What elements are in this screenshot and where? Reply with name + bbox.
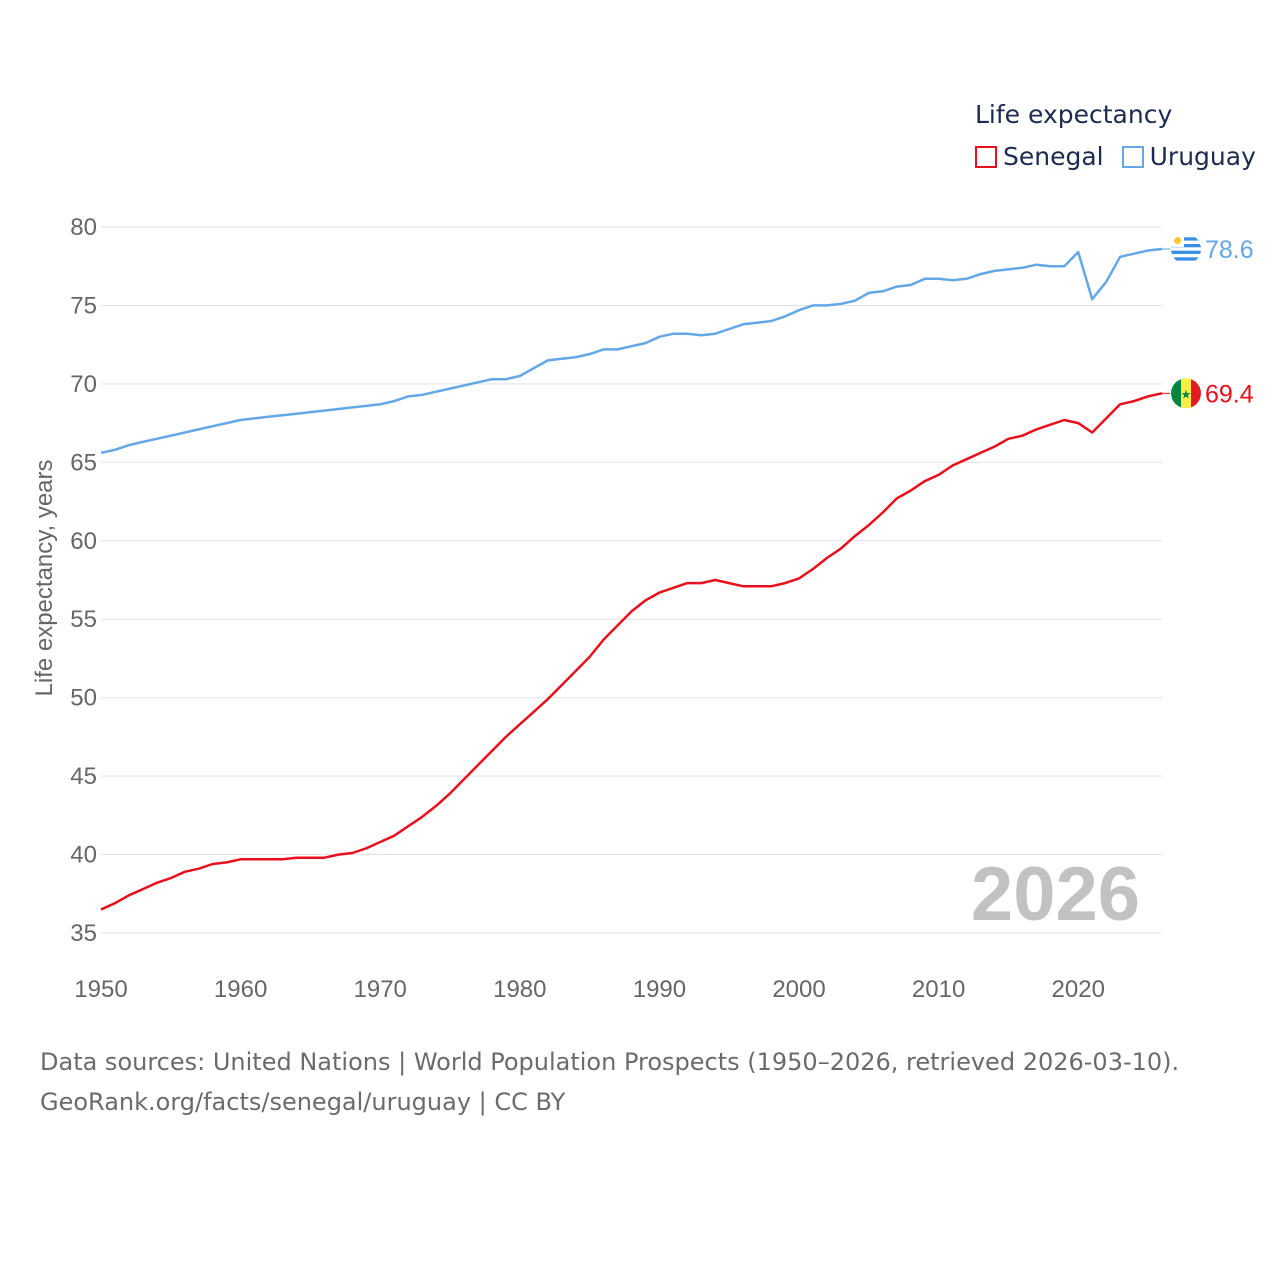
x-tick-label-2010: 2010 (912, 976, 965, 1003)
source-line-2[interactable]: GeoRank.org/facts/senegal/uruguay | CC B… (40, 1088, 566, 1116)
uruguay-flag-icon (1171, 233, 1201, 264)
x-tick-label-1960: 1960 (214, 976, 267, 1003)
legend-item-senegal[interactable]: Senegal (975, 142, 1104, 171)
y-tick-label-60: 60 (70, 528, 97, 555)
y-tick-label-40: 40 (70, 842, 97, 869)
svg-text:★: ★ (1181, 387, 1192, 401)
y-tick-label-70: 70 (70, 371, 97, 398)
series-line-senegal[interactable] (100, 392, 1163, 911)
y-tick-label-55: 55 (70, 606, 97, 633)
legend-item-uruguay[interactable]: Uruguay (1121, 142, 1256, 171)
end-value-label-senegal: 69.4 (1205, 380, 1254, 408)
source-note: Data sources: United Nations | World Pop… (40, 1042, 1179, 1122)
x-tick-label-1990: 1990 (633, 976, 686, 1003)
x-axis-ticks: 1950 1960 1970 1980 1990 2000 2010 2020 (74, 976, 1105, 1003)
series-lines (100, 247, 1163, 911)
y-tick-label-50: 50 (70, 685, 97, 712)
y-tick-label-65: 65 (70, 449, 97, 476)
y-axis-ticks: 35 40 45 50 55 60 65 70 75 80 (70, 214, 97, 947)
x-tick-label-1980: 1980 (493, 976, 546, 1003)
legend-title: Life expectancy (975, 100, 1173, 129)
year-watermark: 2026 (971, 852, 1140, 937)
x-tick-label-2000: 2000 (772, 976, 825, 1003)
x-tick-label-1970: 1970 (354, 976, 407, 1003)
y-tick-label-80: 80 (70, 214, 97, 241)
end-value-label-uruguay: 78.6 (1205, 236, 1254, 264)
x-tick-label-2020: 2020 (1052, 976, 1105, 1003)
legend-swatch-senegal (975, 145, 997, 168)
legend-swatch-uruguay (1121, 145, 1144, 168)
y-tick-label-45: 45 (70, 763, 97, 790)
source-line-1: Data sources: United Nations | World Pop… (40, 1048, 1180, 1076)
senegal-flag-icon: ★ (1171, 378, 1201, 409)
gridlines (101, 226, 1162, 934)
legend: Senegal Uruguay (975, 142, 1274, 171)
series-end-labels: ★ 69.4 78.6 (1162, 233, 1254, 409)
series-line-uruguay[interactable] (100, 247, 1163, 455)
y-axis-label: Life expectancy, years (31, 459, 58, 696)
y-tick-label-75: 75 (70, 292, 97, 319)
x-tick-label-1950: 1950 (74, 976, 127, 1003)
legend-label-senegal: Senegal (1003, 142, 1104, 171)
y-tick-label-35: 35 (70, 920, 97, 947)
legend-label-uruguay: Uruguay (1149, 142, 1256, 171)
